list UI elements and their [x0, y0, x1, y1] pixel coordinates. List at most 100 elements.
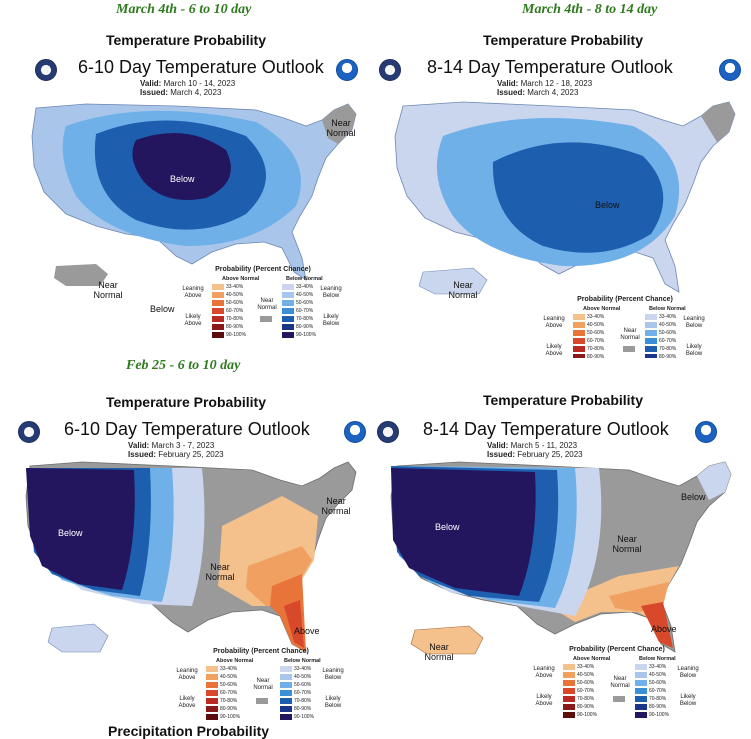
legend-near-swatch	[256, 698, 268, 704]
legend-below-range: 40-50%	[649, 672, 667, 678]
legend-leaning-above: Leaning Above	[543, 316, 565, 329]
legend-above-range: 40-50%	[587, 322, 605, 328]
legend-below-swatch	[635, 696, 647, 702]
map-label-near-normal-ne: Near Normal	[326, 118, 356, 138]
legend-below-swatch	[645, 322, 657, 328]
commerce-seal-icon	[379, 59, 401, 81]
panel-title: 8-14 Day Temperature Outlook	[423, 419, 669, 439]
legend-below-range: 33-40%	[659, 314, 677, 320]
commerce-seal-icon	[18, 421, 40, 443]
legend-above-swatch	[206, 666, 218, 672]
legend-above-range: 70-80%	[587, 346, 605, 352]
alaska-shape	[418, 267, 488, 295]
outlook-panel-8-14-march4: Temperature Probability 8-14 Day Tempera…	[375, 22, 751, 358]
legend-near-head: Near Normal	[257, 298, 277, 311]
issued-label: Issued:	[487, 450, 516, 459]
legend-above-range: 70-80%	[226, 316, 244, 322]
legend-below-swatch	[635, 704, 647, 710]
noaa-logo-icon	[719, 59, 741, 81]
caption-top-right: March 4th - 8 to 14 day	[522, 2, 658, 17]
legend-near-head: Near Normal	[620, 328, 640, 341]
legend-above-swatch	[212, 292, 224, 298]
legend-above-range: 33-40%	[226, 284, 244, 290]
legend-above-range: 70-80%	[220, 698, 238, 704]
legend-likely-above: Likely Above	[178, 696, 196, 709]
legend-above-range: 60-70%	[220, 690, 238, 696]
above-band-60	[284, 600, 304, 648]
legend-below-range: 70-80%	[294, 698, 312, 704]
commerce-seal-icon	[35, 59, 57, 81]
map-label-below-ak: Below	[150, 304, 175, 314]
below-band-70	[132, 132, 231, 200]
conus-outlook-map	[390, 461, 732, 655]
map-label-near-normal-central: Near Normal	[205, 562, 235, 582]
above-band-60	[641, 602, 673, 648]
legend-above-head: Above Normal	[573, 656, 611, 662]
legend-below-swatch	[635, 712, 647, 718]
legend-above-range: 60-70%	[587, 338, 605, 344]
legend-above-range: 90-100%	[220, 714, 241, 720]
legend-below-swatch	[282, 316, 294, 322]
legend-below-swatch	[282, 324, 294, 330]
legend-leaning-below: Leaning Below	[677, 666, 699, 679]
legend-above-range: 50-60%	[587, 330, 605, 336]
legend-above-swatch	[206, 714, 218, 720]
issued-value: March 4, 2023	[527, 88, 579, 97]
legend-below-range: 60-70%	[296, 308, 314, 314]
legend-above-range: 80-90%	[577, 704, 595, 710]
valid-issued-info: Valid: March 5 - 11, 2023 Issued: Februa…	[487, 441, 583, 459]
legend-below-range: 40-50%	[294, 674, 312, 680]
legend-below-range: 80-90%	[649, 704, 667, 710]
issued-value: February 25, 2023	[158, 450, 224, 459]
legend-above-swatch	[563, 712, 575, 718]
legend-below-swatch	[282, 300, 294, 306]
noaa-logo-icon	[695, 421, 717, 443]
legend-below-swatch	[280, 698, 292, 704]
valid-label: Valid:	[497, 79, 519, 88]
legend-above-swatch	[212, 284, 224, 290]
panel-header: Temperature Probability	[482, 392, 643, 408]
map-label-above-se: Above	[294, 626, 320, 636]
legend-below-head: Below Normal	[639, 656, 676, 662]
legend-below-swatch	[282, 284, 294, 290]
issued-value: March 4, 2023	[170, 88, 222, 97]
noaa-logo-icon	[336, 59, 358, 81]
panel-header: Temperature Probability	[105, 32, 266, 48]
legend-below-range: 33-40%	[296, 284, 314, 290]
legend-above-swatch	[563, 688, 575, 694]
legend-below-swatch	[645, 314, 657, 320]
map-label-near-normal-central: Near Normal	[612, 534, 642, 554]
legend-near-swatch	[623, 346, 635, 352]
panel-header: Temperature Probability	[105, 394, 266, 410]
legend-above-swatch	[563, 696, 575, 702]
legend-above-range: 60-70%	[577, 688, 595, 694]
legend-below-range: 80-90%	[294, 706, 312, 712]
probability-legend: Probability (Percent Chance) Above Norma…	[178, 264, 348, 354]
legend-below-range: 80-90%	[296, 324, 314, 330]
conus-outlook-map	[31, 103, 357, 286]
alaska-shape	[410, 625, 484, 655]
legend-near-head: Near Normal	[610, 676, 630, 689]
probability-legend: Probability (Percent Chance) Above Norma…	[529, 646, 705, 726]
legend-below-swatch	[645, 330, 657, 336]
caption-middle-left: Feb 25 - 6 to 10 day	[126, 358, 241, 373]
map-label-near-normal-ne: Near Normal	[321, 496, 351, 516]
legend-below-range: 40-50%	[296, 292, 314, 298]
below-band-60	[492, 142, 664, 253]
legend-likely-above: Likely Above	[184, 314, 202, 327]
legend-below-range: 50-60%	[649, 680, 667, 686]
near-normal-northeast	[701, 102, 735, 142]
near-normal-northeast	[322, 104, 356, 144]
legend-above-swatch	[573, 314, 585, 320]
map-label-below-center: Below	[595, 200, 620, 210]
outlook-panel-8-14-feb25: Temperature Probability 8-14 Day Tempera…	[375, 384, 751, 726]
legend-below-head: Below Normal	[286, 276, 323, 282]
legend-below-range: 60-70%	[294, 690, 312, 696]
issued-label: Issued:	[140, 88, 169, 97]
legend-below-swatch	[280, 682, 292, 688]
legend-title: Probability (Percent Chance)	[213, 648, 309, 655]
legend-above-range: 80-90%	[226, 324, 244, 330]
legend-near-swatch	[613, 696, 625, 702]
legend-above-head: Above Normal	[222, 276, 260, 282]
legend-likely-below: Likely Below	[679, 694, 697, 707]
